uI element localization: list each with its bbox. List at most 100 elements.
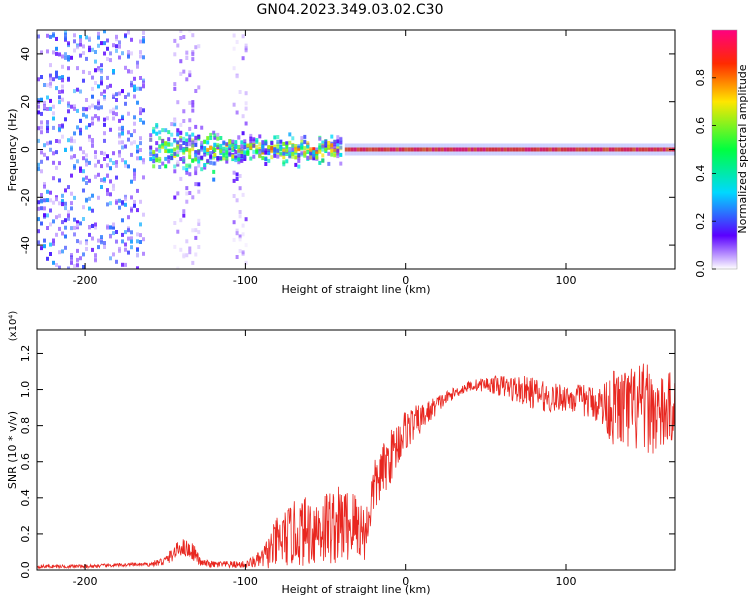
heatmap-cell bbox=[321, 158, 325, 163]
heatmap-cell bbox=[91, 236, 94, 241]
heatmap-cell bbox=[182, 148, 186, 153]
heatmap-cell bbox=[124, 230, 127, 235]
heatmap-cell bbox=[100, 150, 103, 155]
heatmap-cell bbox=[94, 222, 97, 227]
heatmap-cell bbox=[569, 147, 573, 152]
heatmap-cell bbox=[133, 203, 136, 208]
heatmap-cell bbox=[70, 191, 73, 196]
heatmap-cell bbox=[440, 147, 444, 152]
heatmap-cell bbox=[91, 86, 94, 91]
heatmap-cell bbox=[182, 141, 186, 145]
heatmap-cell bbox=[149, 157, 153, 162]
heatmap-cell bbox=[58, 178, 61, 183]
heatmap-cell bbox=[88, 138, 91, 142]
heatmap-cell bbox=[61, 124, 64, 129]
heatmap-cell bbox=[318, 160, 322, 165]
heatmap-cell bbox=[70, 253, 73, 257]
heatmap-cell bbox=[650, 147, 654, 152]
heatmap-cell bbox=[130, 83, 133, 88]
heatmap-cell bbox=[566, 143, 570, 156]
heatmap-cell bbox=[176, 191, 180, 196]
heatmap-cell bbox=[282, 148, 286, 153]
heatmap-cell bbox=[127, 54, 130, 59]
heatmap-cell bbox=[158, 158, 162, 163]
heatmap-cell bbox=[121, 218, 124, 223]
heatmap-cell bbox=[232, 170, 236, 175]
heatmap-cell bbox=[155, 141, 159, 146]
heatmap-cell bbox=[237, 148, 241, 153]
heatmap-cell bbox=[121, 145, 124, 150]
heatmap-cell bbox=[106, 46, 109, 51]
heatmap-cell bbox=[185, 56, 189, 60]
heatmap-cell bbox=[365, 143, 369, 156]
heatmap-cell bbox=[428, 143, 432, 156]
heatmap-cell bbox=[392, 147, 396, 152]
heatmap-cell bbox=[238, 237, 242, 242]
heatmap-cell bbox=[560, 143, 564, 156]
heatmap-cell bbox=[103, 157, 106, 161]
heatmap-cell bbox=[164, 149, 168, 153]
heatmap-cell bbox=[73, 33, 76, 38]
heatmap-cell bbox=[300, 151, 304, 156]
heatmap-cell bbox=[288, 147, 292, 151]
heatmap-cell bbox=[82, 217, 85, 221]
heatmap-cell bbox=[127, 50, 130, 54]
heatmap-cell bbox=[200, 167, 204, 172]
heatmap-cell bbox=[40, 97, 43, 102]
heatmap-cell bbox=[52, 176, 55, 181]
heatmap-cell bbox=[185, 239, 189, 244]
heatmap-cell bbox=[213, 148, 217, 152]
heatmap-cell bbox=[212, 130, 216, 135]
heatmap-cell bbox=[118, 118, 121, 123]
heatmap-cell bbox=[133, 200, 136, 204]
heatmap-cell bbox=[380, 147, 384, 152]
heatmap-cell bbox=[309, 148, 313, 153]
heatmap-cell bbox=[303, 140, 307, 145]
heatmap-cell bbox=[97, 84, 100, 89]
heatmap-cell bbox=[398, 143, 402, 156]
heatmap-cell bbox=[139, 50, 142, 55]
heatmap-cell bbox=[55, 51, 58, 56]
heatmap-cell bbox=[94, 253, 97, 258]
heatmap-cell bbox=[176, 266, 180, 269]
heatmap-cell bbox=[312, 153, 316, 158]
heatmap-cell bbox=[596, 147, 600, 152]
heatmap-cell bbox=[244, 46, 248, 51]
bottom-y-tick-label: 0.0 bbox=[19, 561, 32, 579]
heatmap-cell bbox=[106, 75, 109, 80]
heatmap-cell bbox=[173, 151, 177, 156]
heatmap-cell bbox=[70, 173, 73, 178]
heatmap-cell bbox=[124, 163, 127, 168]
heatmap-cell bbox=[267, 145, 271, 150]
heatmap-cell bbox=[43, 184, 46, 189]
heatmap-cell bbox=[100, 178, 103, 183]
heatmap-cell bbox=[339, 152, 343, 157]
heatmap-cell bbox=[49, 106, 52, 111]
heatmap-cell bbox=[149, 152, 153, 157]
heatmap-cell bbox=[46, 107, 49, 111]
heatmap-cell bbox=[188, 172, 192, 177]
heatmap-cell bbox=[264, 148, 268, 153]
heatmap-cell bbox=[557, 147, 561, 152]
heatmap-cell bbox=[106, 163, 109, 168]
heatmap-cell bbox=[653, 143, 657, 156]
heatmap-cell bbox=[413, 147, 417, 152]
heatmap-cell bbox=[321, 147, 325, 152]
heatmap-cell bbox=[76, 66, 79, 71]
heatmap-cell bbox=[191, 158, 195, 163]
heatmap-cell bbox=[623, 143, 627, 156]
heatmap-cell bbox=[291, 136, 295, 141]
heatmap-cell bbox=[142, 80, 145, 85]
heatmap-cell bbox=[188, 142, 192, 147]
heatmap-cell bbox=[55, 197, 58, 202]
heatmap-cell bbox=[112, 43, 115, 48]
heatmap-cell bbox=[185, 191, 189, 196]
heatmap-cell bbox=[112, 222, 115, 227]
heatmap-cell bbox=[76, 87, 79, 92]
heatmap-cell bbox=[395, 143, 399, 156]
heatmap-cell bbox=[464, 143, 468, 156]
heatmap-cell bbox=[288, 151, 292, 156]
heatmap-cell bbox=[279, 145, 283, 150]
heatmap-cell bbox=[188, 155, 192, 160]
heatmap-cell bbox=[638, 147, 642, 152]
